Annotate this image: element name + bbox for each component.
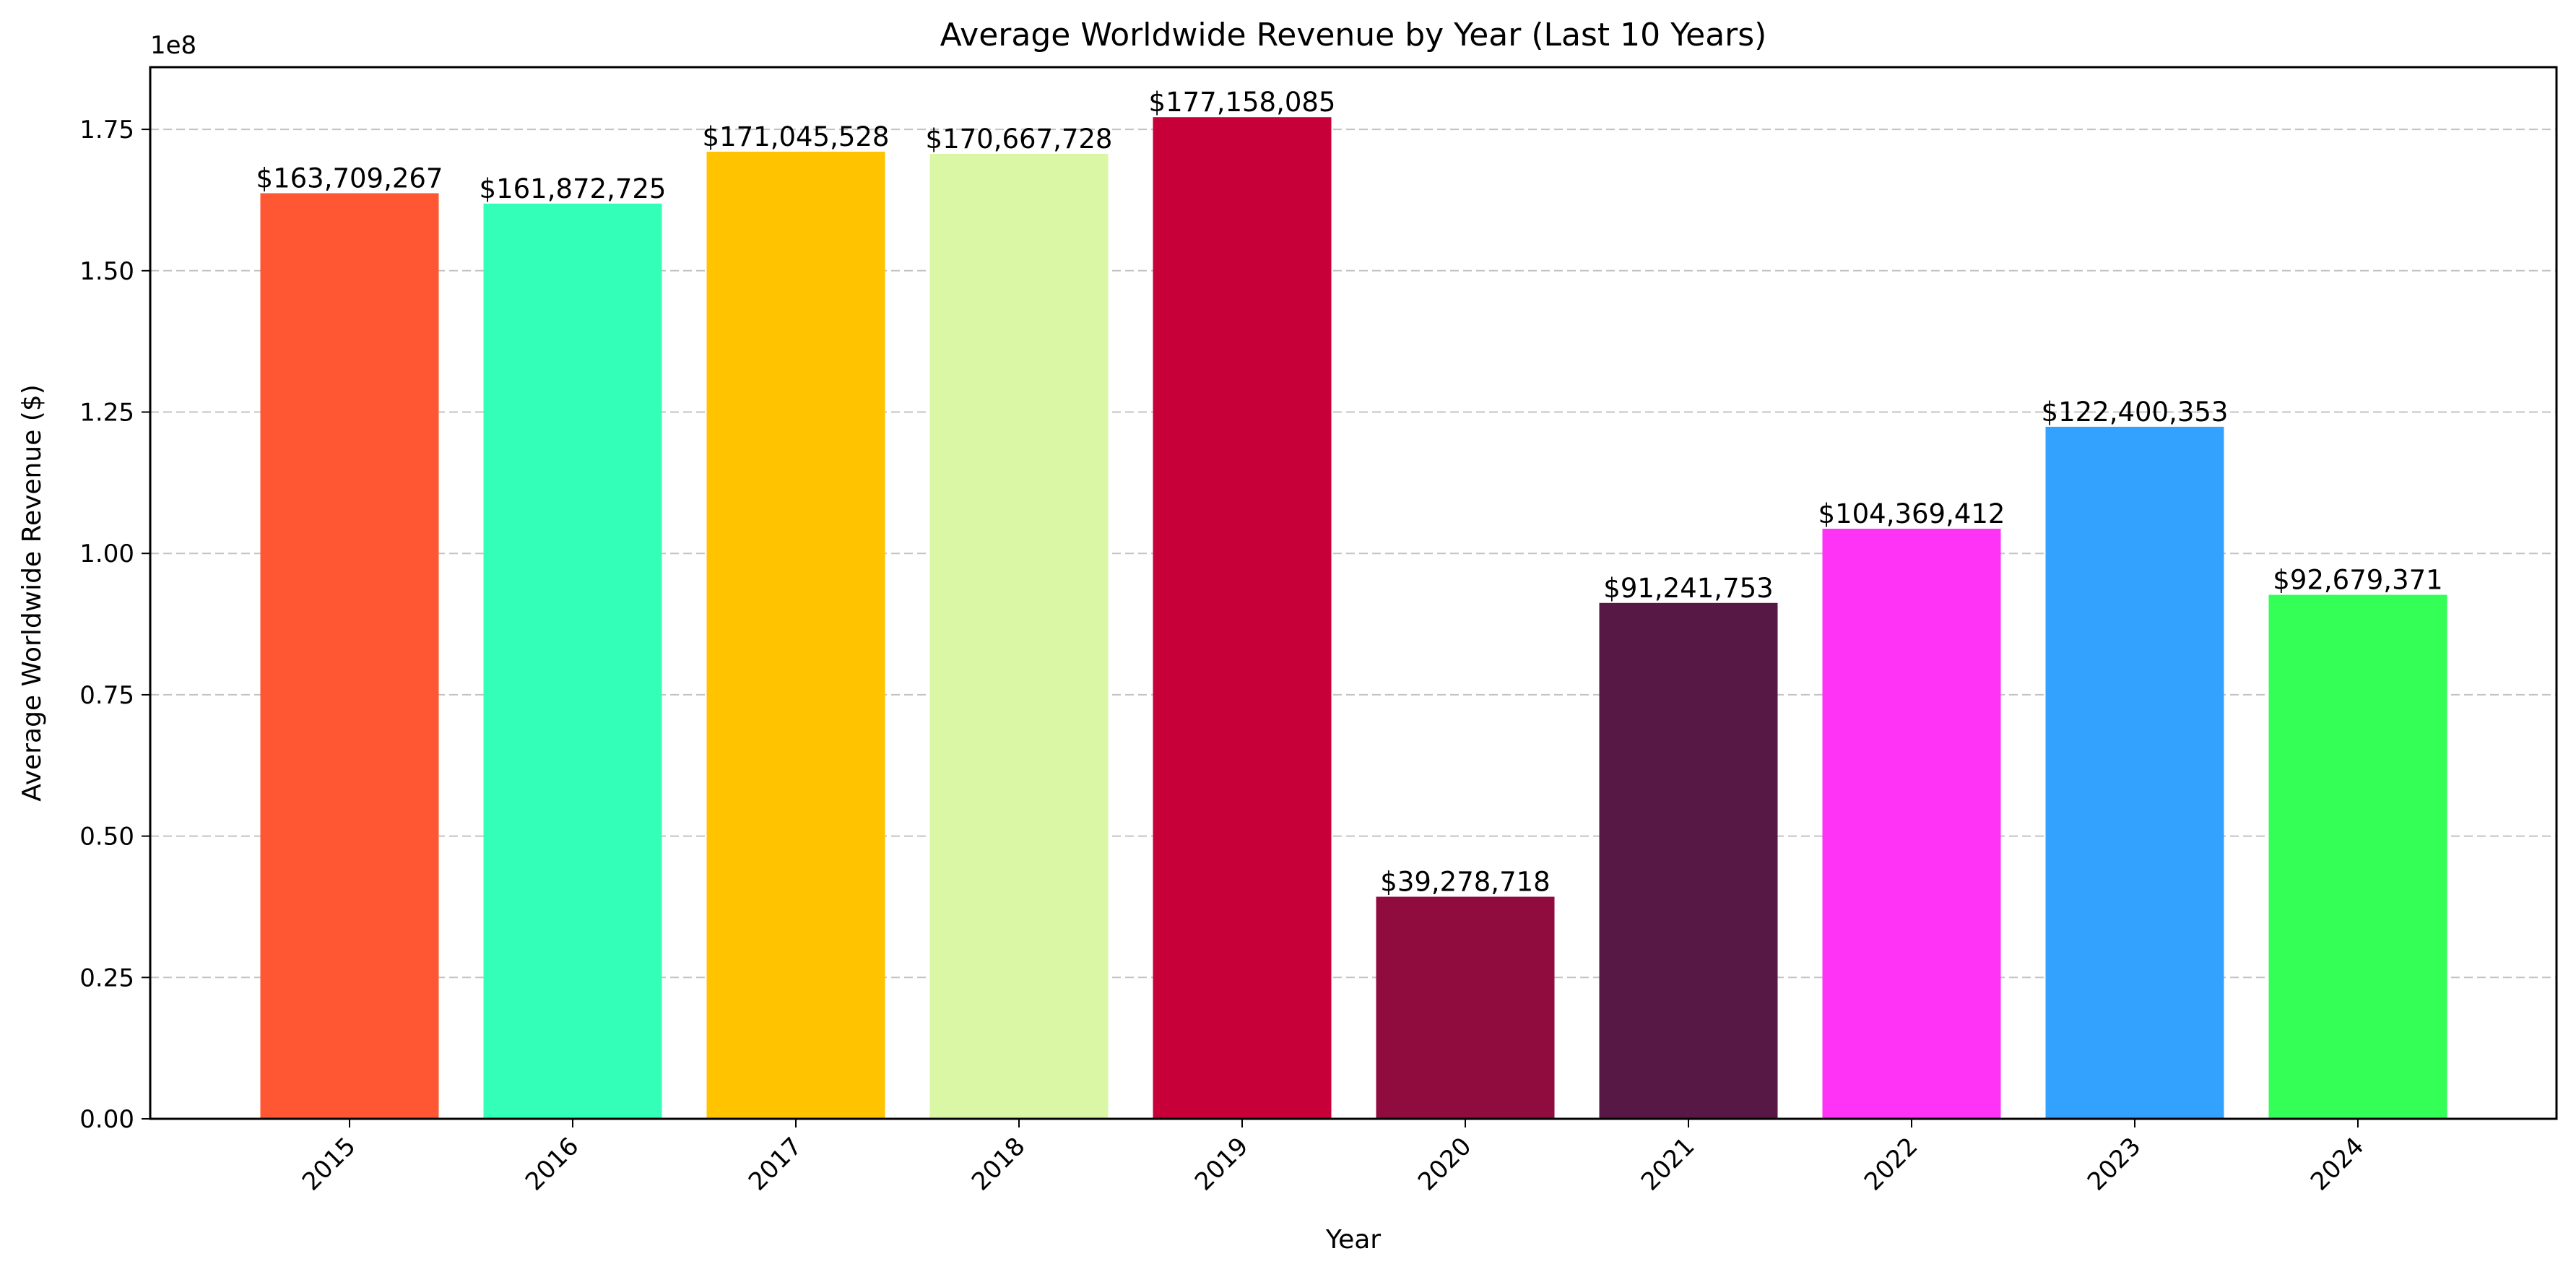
- data-label-2016: $161,872,725: [480, 173, 667, 204]
- bar-2020: [1376, 896, 1555, 1119]
- y-axis-offset-label: 1e8: [150, 31, 196, 60]
- data-label-2024: $92,679,371: [2273, 565, 2442, 596]
- data-label-2019: $177,158,085: [1149, 87, 1336, 118]
- bar-2015: [260, 193, 439, 1119]
- bar-2019: [1153, 117, 1332, 1120]
- data-labels: $163,709,267 $161,872,725 $171,045,528 $170…: [256, 87, 2443, 897]
- data-label-2017: $171,045,528: [703, 121, 890, 152]
- y-tick-label: 1.50: [79, 257, 134, 286]
- y-tick-label: 0.25: [79, 964, 134, 992]
- bar-2023: [2045, 426, 2224, 1119]
- bar-2021: [1599, 602, 1778, 1119]
- bar-2022: [1822, 529, 2001, 1119]
- data-label-2022: $104,369,412: [1818, 498, 2005, 529]
- y-axis-title: Average Worldwide Revenue ($): [17, 384, 47, 802]
- y-tick-label: 1.75: [79, 116, 134, 144]
- bar-2016: [483, 203, 662, 1119]
- data-label-2018: $170,667,728: [926, 124, 1113, 155]
- y-axis-ticks: 0.00 0.25 0.50 0.75 1.00 1.25 1.50 1.75: [79, 116, 150, 1134]
- data-label-2021: $91,241,753: [1603, 573, 1773, 604]
- y-tick-label: 1.00: [79, 540, 134, 568]
- y-tick-label: 1.25: [79, 399, 134, 428]
- x-axis-title: Year: [1325, 1225, 1381, 1255]
- y-tick-label: 0.75: [79, 681, 134, 710]
- data-label-2020: $39,278,718: [1380, 867, 1550, 898]
- bar-2024: [2268, 594, 2447, 1119]
- chart-title: Average Worldwide Revenue by Year (Last …: [940, 17, 1767, 53]
- y-tick-label: 0.00: [79, 1105, 134, 1134]
- bars: [260, 117, 2447, 1120]
- y-tick-label: 0.50: [79, 823, 134, 852]
- bar-2018: [929, 154, 1109, 1119]
- data-label-2015: $163,709,267: [256, 163, 443, 194]
- bar-2017: [706, 152, 885, 1119]
- plot-frame: [149, 66, 2558, 1120]
- data-label-2023: $122,400,353: [2042, 397, 2229, 428]
